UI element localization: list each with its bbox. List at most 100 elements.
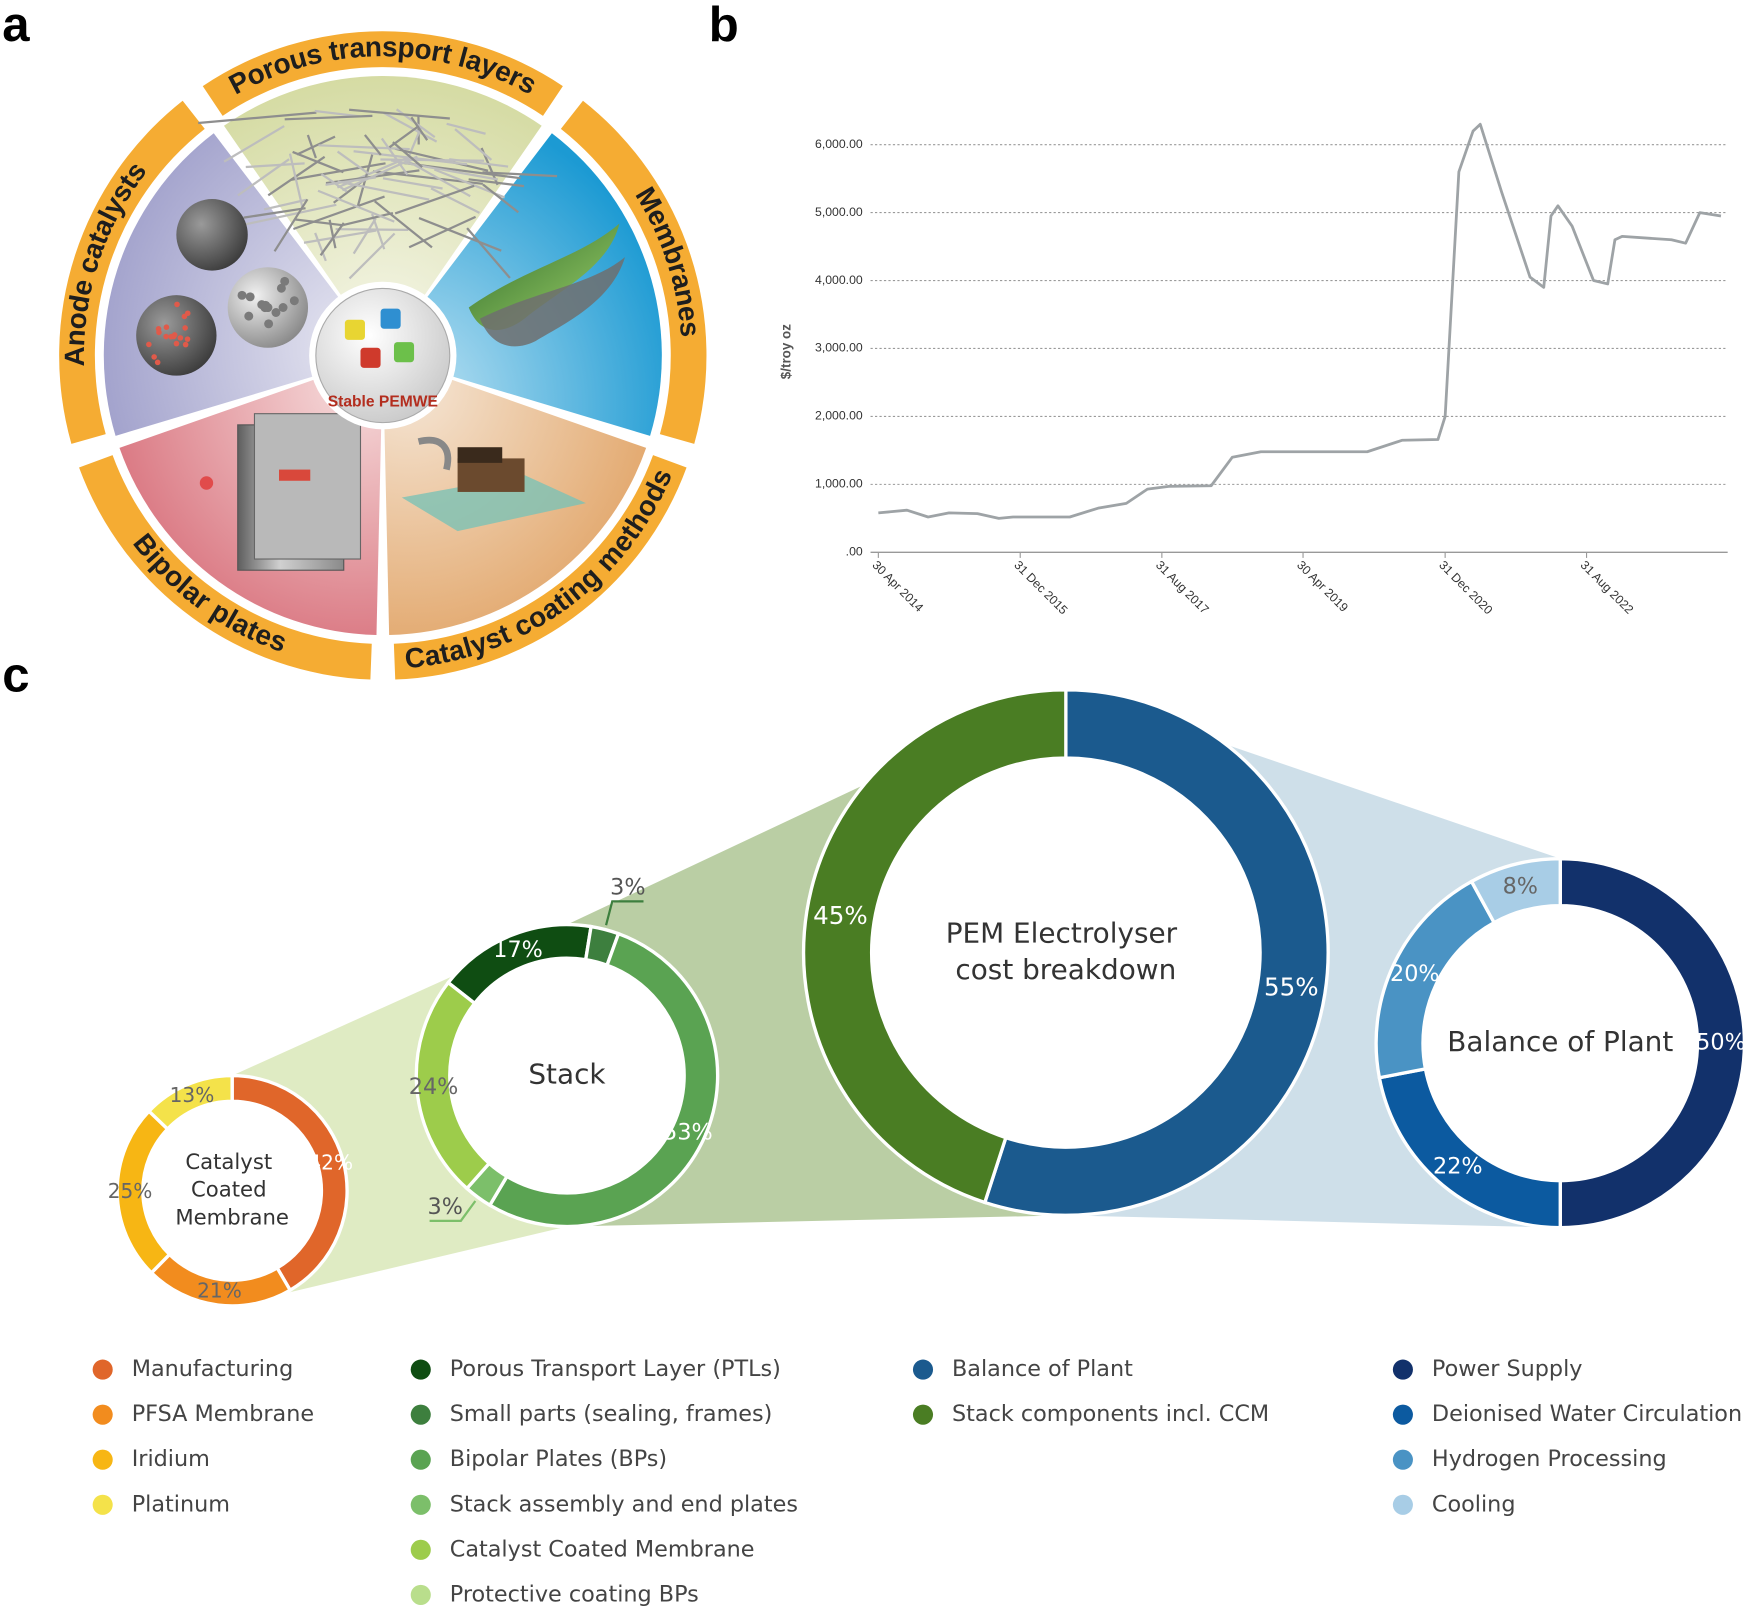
particle-dot xyxy=(156,329,162,336)
value-label: 50% xyxy=(1696,1030,1746,1056)
ring-segment xyxy=(79,455,372,680)
coater-head xyxy=(457,447,503,463)
legend-swatch xyxy=(92,1359,113,1380)
legend-label: Stack assembly and end plates xyxy=(450,1491,798,1517)
value-label: 42% xyxy=(308,1150,353,1174)
fibre xyxy=(336,156,408,189)
particle-dot xyxy=(146,341,152,348)
y-tick-label: .00 xyxy=(846,545,863,559)
ring-segment xyxy=(59,100,205,444)
fibre xyxy=(314,109,360,118)
legend-swatch xyxy=(92,1404,113,1425)
fibre xyxy=(343,211,394,227)
puzzle-piece xyxy=(393,342,415,363)
donut-hole xyxy=(117,1075,348,1306)
donut-hole xyxy=(803,689,1329,1216)
legend-label: Iridium xyxy=(132,1446,210,1472)
legend-swatch xyxy=(410,1449,431,1470)
particle-dot xyxy=(181,313,188,320)
legend-swatch xyxy=(912,1404,934,1425)
x-tick-label: 31 Dec 2020 xyxy=(1436,558,1495,617)
fibre xyxy=(382,177,443,190)
pore xyxy=(271,308,281,317)
fibre xyxy=(296,135,336,156)
pore xyxy=(276,283,286,293)
panel-label: c xyxy=(2,649,29,703)
pore xyxy=(244,311,254,321)
fibre xyxy=(237,158,290,197)
fibre xyxy=(288,153,304,209)
fibre xyxy=(335,228,409,232)
pore xyxy=(237,290,247,300)
center-label: Balance of Plant xyxy=(1447,1025,1673,1058)
molecule xyxy=(199,476,214,490)
donut-hole xyxy=(1376,858,1745,1228)
center-label: Stable PEMWE xyxy=(328,394,438,411)
catalyst-particle xyxy=(176,199,248,271)
y-axis-label: $/troy oz xyxy=(778,324,793,379)
legend-swatch xyxy=(1392,1359,1413,1380)
ring-segment xyxy=(393,455,687,680)
x-tick-label: 31 Aug 2022 xyxy=(1578,558,1637,617)
particle-dot xyxy=(184,336,191,342)
plate-mark xyxy=(279,469,311,481)
legend-label: Bipolar Plates (BPs) xyxy=(450,1446,667,1472)
particle-dot xyxy=(182,325,188,331)
puzzle-piece xyxy=(344,319,365,340)
x-tick-label: 30 Apr 2014 xyxy=(869,558,926,615)
fibre xyxy=(303,229,377,244)
legend-label: PFSA Membrane xyxy=(132,1401,314,1427)
value-label: 13% xyxy=(170,1083,215,1107)
donut-segment xyxy=(146,1073,234,1132)
legend-label: Stack components incl. CCM xyxy=(952,1401,1269,1427)
panel-label: b xyxy=(709,0,739,52)
particle-dot xyxy=(174,301,180,308)
legend-label: Catalyst Coated Membrane xyxy=(450,1536,755,1562)
legend-label: Porous Transport Layer (PTLs) xyxy=(450,1356,781,1382)
fibre xyxy=(446,122,486,135)
x-tick-label: 31 Dec 2015 xyxy=(1011,558,1070,617)
center-label: PEM Electrolyser cost breakdown xyxy=(946,916,1186,985)
fibre xyxy=(374,200,433,249)
fibre xyxy=(380,137,409,176)
legend-swatch xyxy=(92,1494,113,1515)
donut-panel: 42% 21% 25% 13% Catalyst Coated Membrane Manu… xyxy=(92,688,1747,1607)
legend-swatch xyxy=(410,1539,431,1560)
fibre xyxy=(223,125,285,163)
y-tick-label: 1,000.00 xyxy=(815,477,863,491)
legend-swatch xyxy=(410,1404,431,1425)
leader-line xyxy=(429,1200,477,1222)
particle-dot xyxy=(182,341,189,348)
particle-dot xyxy=(177,335,184,341)
ring-segment xyxy=(560,100,707,444)
price-line xyxy=(878,122,1722,520)
donut-segment xyxy=(1469,856,1562,925)
fibre xyxy=(352,217,377,255)
y-tick-label: 4,000.00 xyxy=(815,273,863,287)
y-tick-label: 3,000.00 xyxy=(815,341,863,355)
legend-swatch xyxy=(1392,1404,1413,1425)
particle-dot xyxy=(173,340,180,347)
value-label: 17% xyxy=(493,937,543,963)
legend-label: Cooling xyxy=(1432,1491,1516,1517)
legend-label: Hydrogen Processing xyxy=(1432,1446,1667,1472)
line-chart-panel: .00 1,000.00 2,000.00 3,000.00 4,000.00 5,000… xyxy=(778,122,1728,617)
pore xyxy=(264,319,274,329)
puzzle-piece xyxy=(360,347,381,368)
legend-label: Protective coating BPs xyxy=(450,1581,699,1607)
puzzle-piece xyxy=(380,308,401,329)
donut-segment xyxy=(414,980,492,1191)
fibre xyxy=(418,216,502,252)
coater xyxy=(457,458,525,492)
legend-label: Manufacturing xyxy=(132,1356,294,1382)
fibre xyxy=(291,162,386,181)
donut-segment xyxy=(982,688,1330,1217)
legend-label: Deionised Water Circulation xyxy=(1432,1401,1742,1427)
fibre xyxy=(392,141,423,168)
fibre xyxy=(383,111,438,143)
fibre xyxy=(319,222,345,256)
value-label: 20% xyxy=(1390,961,1440,987)
pore xyxy=(289,296,299,306)
ring-segment xyxy=(202,31,563,116)
